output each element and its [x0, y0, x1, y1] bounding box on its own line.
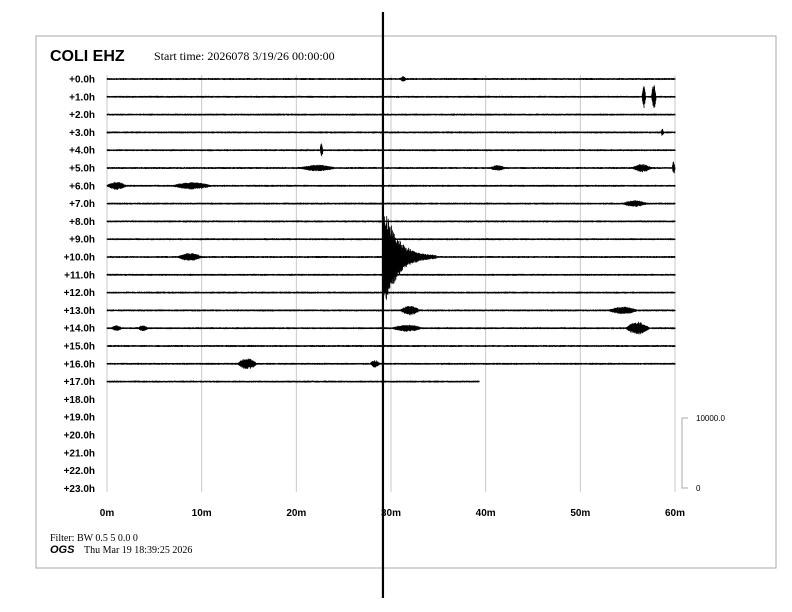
x-tick-label: 40m [476, 508, 496, 519]
row-label: +9.0h [69, 235, 95, 246]
row-label: +5.0h [69, 164, 95, 175]
row-label: +20.0h [64, 431, 95, 442]
row-label: +1.0h [69, 92, 95, 103]
traces [106, 76, 676, 383]
row-label: +14.0h [64, 324, 95, 335]
row-label: +13.0h [64, 306, 95, 317]
x-tick-label: 0m [100, 508, 115, 519]
row-label: +18.0h [64, 395, 95, 406]
trace-row-0 [106, 76, 676, 82]
trace-row-10 [106, 204, 676, 300]
row-label: +19.0h [64, 413, 95, 424]
trace-row-2 [106, 113, 676, 116]
trace-row-17 [106, 380, 480, 383]
plot-frame [35, 35, 777, 569]
filter-text: Filter: BW 0.5 5 0.0 0 [50, 533, 138, 544]
row-label: +21.0h [64, 448, 95, 459]
row-label: +12.0h [64, 288, 95, 299]
row-label: +16.0h [64, 359, 95, 370]
trace-row-15 [106, 344, 676, 348]
x-tick-label: 50m [570, 508, 590, 519]
row-label: +23.0h [64, 484, 95, 495]
x-tick-labels: 0m 10m 20m 30m 40m 50m 60m [100, 508, 685, 519]
trace-row-14 [106, 321, 676, 335]
scale-bar-bracket [681, 417, 688, 489]
row-label: +15.0h [64, 342, 95, 353]
x-tick-label: 60m [665, 508, 685, 519]
trace-row-13 [106, 305, 676, 316]
trace-row-7 [106, 200, 676, 207]
trace-row-8 [106, 219, 676, 223]
scale-bottom-label: 0 [696, 484, 701, 493]
scale-top-label: 10000.0 [696, 414, 725, 423]
row-labels: +0.0h +1.0h +2.0h +3.0h +4.0h +5.0h +6.0h +7.0h… [64, 75, 95, 495]
x-tick-label: 30m [381, 508, 401, 519]
station-title: COLI EHZ [50, 48, 125, 65]
row-label: +4.0h [69, 146, 95, 157]
row-label: +6.0h [69, 181, 95, 192]
trace-row-16 [106, 358, 676, 369]
scale-bar: 10000.0 0 [681, 414, 725, 493]
row-label: +8.0h [69, 217, 95, 228]
row-label: +11.0h [64, 270, 95, 281]
row-label: +10.0h [64, 253, 95, 264]
row-label: +2.0h [69, 110, 95, 121]
x-tick-label: 10m [192, 508, 212, 519]
trace-row-4 [106, 143, 676, 157]
row-label: +7.0h [69, 199, 95, 210]
trace-row-1 [106, 85, 676, 109]
grid [106, 75, 676, 492]
start-time: Start time: 2026078 3/19/26 00:00:00 [154, 49, 335, 63]
generated-time: Thu Mar 19 18:39:25 2026 [84, 545, 192, 556]
trace-row-6 [106, 181, 676, 190]
x-tick-label: 20m [286, 508, 306, 519]
row-label: +17.0h [64, 377, 95, 388]
agency-logo: OGS [50, 544, 75, 556]
row-label: +0.0h [69, 75, 95, 86]
trace-row-11 [106, 273, 676, 276]
row-label: +22.0h [64, 466, 95, 477]
trace-row-5 [106, 161, 676, 174]
trace-row-12 [106, 291, 676, 294]
trace-row-3 [106, 128, 676, 136]
row-label: +3.0h [69, 128, 95, 139]
